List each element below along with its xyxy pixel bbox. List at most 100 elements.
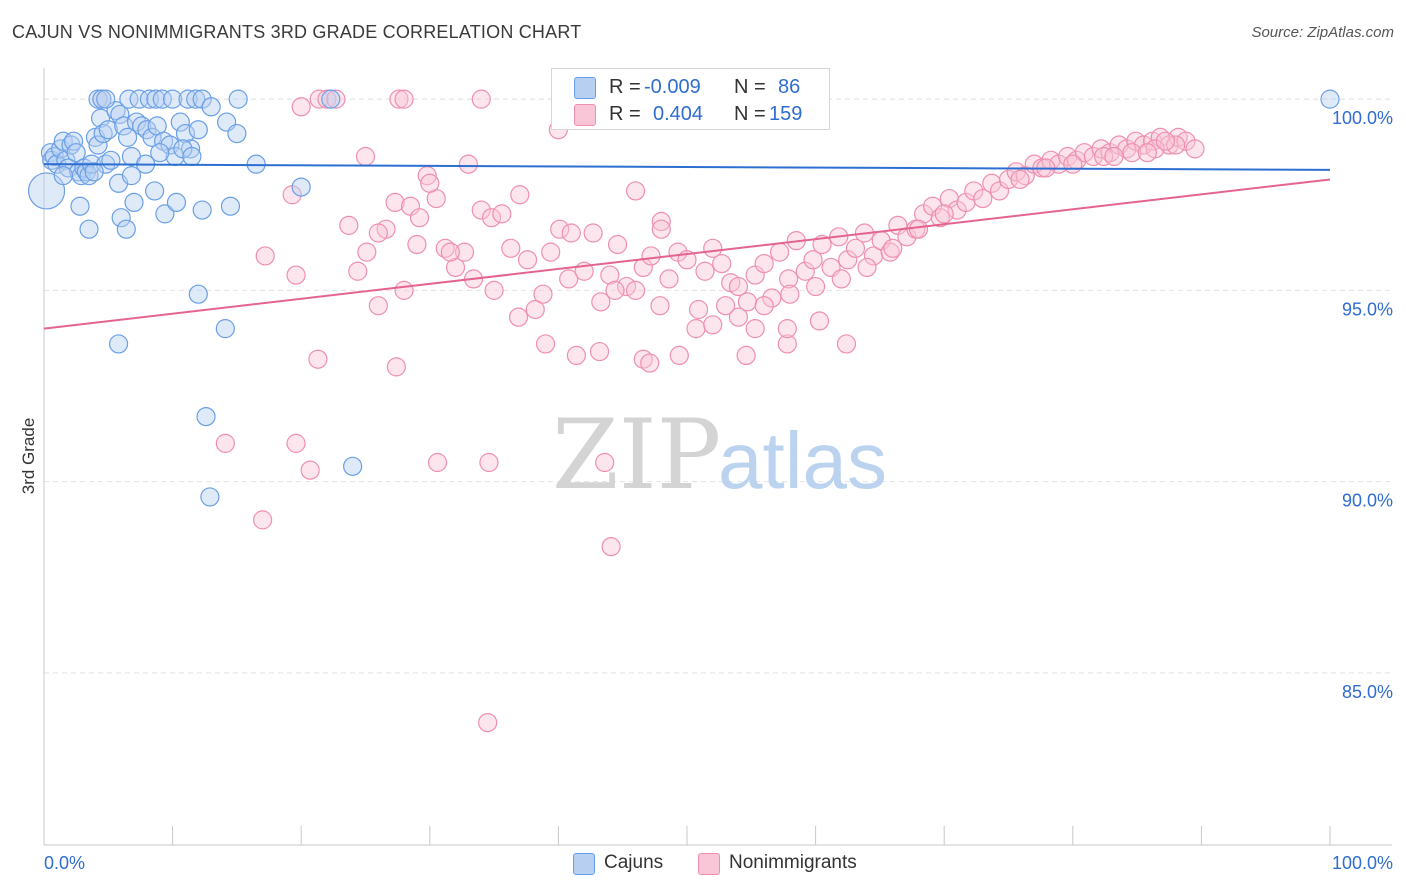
nonimmigrant-point	[1122, 143, 1142, 163]
cajun-point	[124, 192, 144, 212]
cajun-point	[90, 108, 111, 128]
legend-n-value: 86	[778, 76, 801, 98]
nonimmigrant-point	[625, 181, 646, 201]
nonimmigrant-point	[795, 261, 815, 281]
nonimmigrant-point	[641, 246, 661, 266]
cajun-point	[186, 89, 206, 109]
nonimmigrant-point	[736, 345, 756, 365]
nonimmigrant-point	[715, 296, 736, 316]
correlation-legend: R = -0.009 N = 86 R = 0.404 N = 159	[551, 68, 830, 130]
nonimmigrant-point	[908, 219, 929, 239]
legend-swatch-cajuns	[574, 77, 596, 99]
grid	[44, 98, 1392, 674]
legend-n-value: 159	[769, 103, 803, 125]
cajun-trend-line	[43, 163, 1331, 171]
nonimmigrant-point	[600, 265, 620, 285]
cajun-point	[215, 319, 235, 339]
nonimmigrant-point	[1094, 146, 1114, 167]
axes	[43, 68, 1392, 846]
tick-labels: 85.0% 90.0% 95.0% 100.0% 0.0% 100.0%	[44, 108, 1393, 873]
cajun-point	[70, 196, 90, 216]
nonimmigrant-point	[769, 242, 790, 262]
watermark: ZIP atlas	[552, 399, 887, 511]
nonimmigrant-point	[533, 284, 553, 304]
cajun-point	[142, 127, 162, 147]
nonimmigrant-point	[1166, 135, 1186, 155]
cajun-point	[93, 123, 113, 144]
nonimmigrant-point	[481, 208, 502, 228]
cajun-point	[155, 204, 175, 224]
nonimmigrant-point	[566, 345, 587, 365]
cajun-point	[181, 139, 201, 159]
series-cajuns	[27, 89, 1340, 507]
nonimmigrant-point	[754, 254, 774, 274]
legend-r-label: R =	[609, 103, 641, 125]
cajun-point	[117, 127, 138, 147]
nonimmigrant-point	[479, 452, 499, 473]
nonimmigrant-point	[591, 292, 611, 312]
cajun-point	[343, 456, 363, 476]
nonimmigrant-point	[728, 307, 749, 327]
nonimmigrant-point	[368, 296, 388, 316]
nonimmigrant-point	[525, 299, 545, 320]
trend-lines	[43, 163, 1331, 330]
chart-title: CAJUN VS NONIMMIGRANTS 3RD GRADE CORRELA…	[12, 22, 582, 42]
cajun-point	[1320, 89, 1340, 109]
nonimmigrant-point	[420, 173, 440, 193]
bottom-legend-label-cajuns: Cajuns	[604, 852, 664, 873]
cajun-point	[228, 89, 248, 109]
cajun-point	[116, 219, 136, 239]
x-tick-label: 100.0%	[1332, 853, 1393, 873]
nonimmigrant-point	[291, 97, 311, 117]
cajun-point	[188, 284, 208, 304]
nonimmigrant-point	[508, 307, 529, 327]
cajun-point	[227, 123, 247, 144]
cajun-point	[291, 177, 311, 197]
y-tick-label: 100.0%	[1332, 108, 1393, 128]
watermark-atlas: atlas	[718, 416, 887, 505]
nonimmigrant-point	[471, 200, 491, 220]
nonimmigrant-point	[355, 146, 376, 167]
cajun-point	[96, 89, 116, 109]
cajun-point	[108, 334, 129, 354]
nonimmigrant-point	[286, 265, 306, 285]
nonimmigrant-point	[589, 341, 610, 362]
nonimmigrant-point	[583, 223, 603, 243]
nonimmigrant-point	[838, 250, 858, 270]
y-tick-label: 90.0%	[1342, 491, 1393, 511]
nonimmigrant-point	[703, 315, 723, 335]
nonimmigrant-point	[1185, 139, 1205, 159]
cajun-point	[163, 89, 183, 109]
nonimmigrant-point	[712, 254, 732, 274]
nonimmigrant-point	[501, 238, 521, 258]
nonimmigrant-point	[454, 242, 475, 262]
nonimmigrant-point	[762, 288, 782, 308]
nonimmigrant-point	[686, 319, 706, 339]
cajun-point	[182, 146, 202, 167]
cajun-point	[150, 143, 170, 163]
nonimmigrant-point	[703, 238, 723, 258]
nonimmigrant-point	[253, 510, 273, 530]
nonimmigrant-point	[1155, 131, 1175, 151]
nonimmigrant-point	[1063, 154, 1083, 174]
nonimmigrant-point	[651, 219, 671, 239]
nonimmigrant-point	[836, 334, 857, 354]
bottom-legend-swatch-nonimmigrants	[698, 853, 720, 875]
nonimmigrant-point	[255, 246, 275, 266]
nonimmigrant-point	[1104, 146, 1124, 167]
nonimmigrant-point	[1137, 143, 1157, 163]
y-tick-label: 85.0%	[1342, 682, 1393, 702]
cajun-point	[146, 89, 166, 109]
cajun-point	[84, 162, 104, 182]
nonimmigrant-point	[561, 223, 581, 243]
cajun-point	[220, 196, 241, 216]
nonimmigrant-point	[605, 280, 625, 300]
nonimmigrant-point	[357, 242, 377, 262]
nonimmigrant-point	[326, 89, 346, 109]
nonimmigrant-point	[650, 296, 670, 316]
legend-r-value: 0.404	[653, 103, 704, 125]
cajun-point	[119, 89, 139, 109]
nonimmigrant-point	[805, 276, 826, 297]
nonimmigrant-point	[1010, 169, 1030, 190]
nonimmigrant-point	[215, 433, 235, 453]
